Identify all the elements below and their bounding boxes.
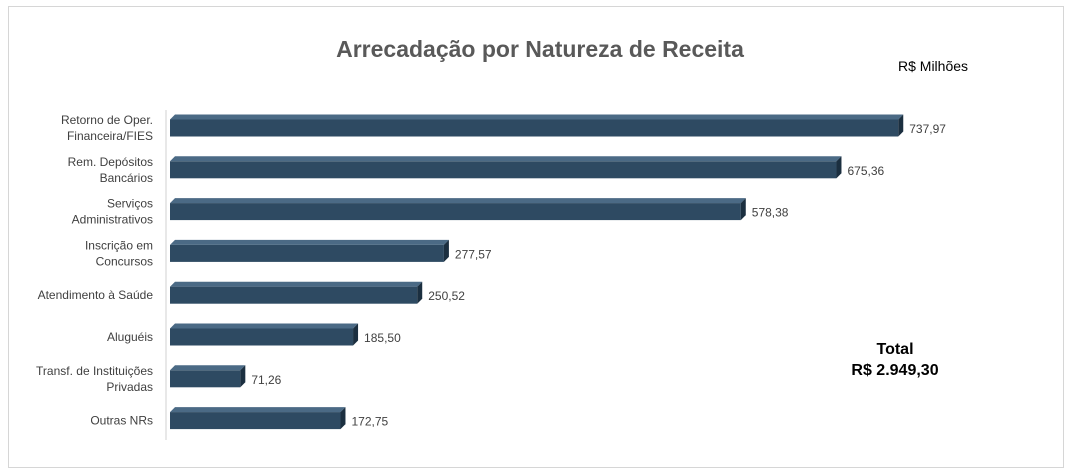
bar-side-face <box>740 198 746 221</box>
bar-2 <box>170 198 746 221</box>
bar-top-face <box>170 198 746 204</box>
bar-6 <box>170 365 246 388</box>
category-label-0: Retorno de Oper. Financeira/FIES <box>61 113 153 143</box>
bar-front-face <box>170 328 354 346</box>
bar-top-face <box>170 323 359 329</box>
category-label-6: Transf. de Instituições Privadas <box>36 364 153 394</box>
bar-side-face <box>836 156 842 179</box>
value-label-7: 172,75 <box>351 415 388 429</box>
bar-front-face <box>170 412 341 430</box>
value-label-5: 185,50 <box>364 331 401 345</box>
value-label-3: 277,57 <box>455 247 492 261</box>
category-label-4: Atendimento à Saúde <box>38 288 154 302</box>
bar-7 <box>170 407 346 430</box>
bar-side-face <box>240 365 246 388</box>
category-label-3: Inscrição em Concursos <box>85 238 153 268</box>
bar-side-face <box>353 323 359 346</box>
category-label-2: Serviços Administrativos <box>72 197 153 227</box>
unit-label: R$ Milhões <box>898 58 969 74</box>
bar-1 <box>170 156 842 179</box>
category-label-7: Outras NRs <box>90 414 153 428</box>
bar-front-face <box>170 286 418 304</box>
value-label-6: 71,26 <box>251 373 281 387</box>
bar-side-face <box>340 407 346 430</box>
bar-top-face <box>170 156 842 162</box>
bar-top-face <box>170 407 346 413</box>
bar-4 <box>170 281 423 304</box>
value-label-1: 675,36 <box>847 164 884 178</box>
total-value: R$ 2.949,30 <box>851 362 939 379</box>
bar-top-face <box>170 239 449 245</box>
bar-front-face <box>170 244 444 262</box>
value-label-4: 250,52 <box>428 289 465 303</box>
bar-top-face <box>170 114 904 120</box>
bar-front-face <box>170 161 837 179</box>
bar-side-face <box>898 114 904 137</box>
category-label-5: Aluguéis <box>107 330 153 344</box>
bar-front-face <box>170 370 241 388</box>
bar-side-face <box>417 281 423 304</box>
bar-front-face <box>170 203 741 221</box>
bar-side-face <box>443 239 449 262</box>
bar-top-face <box>170 281 423 287</box>
bar-top-face <box>170 365 246 371</box>
value-label-2: 578,38 <box>752 206 789 220</box>
total-label: Total <box>876 341 914 358</box>
bar-0 <box>170 114 904 137</box>
chart-title: Arrecadação por Natureza de Receita <box>336 36 744 62</box>
category-label-1: Rem. Depósitos Bancários <box>68 155 153 185</box>
bar-3 <box>170 239 449 262</box>
value-label-0: 737,97 <box>909 122 946 136</box>
chart-frame <box>8 6 1064 468</box>
bar-5 <box>170 323 359 346</box>
bar-front-face <box>170 119 899 137</box>
